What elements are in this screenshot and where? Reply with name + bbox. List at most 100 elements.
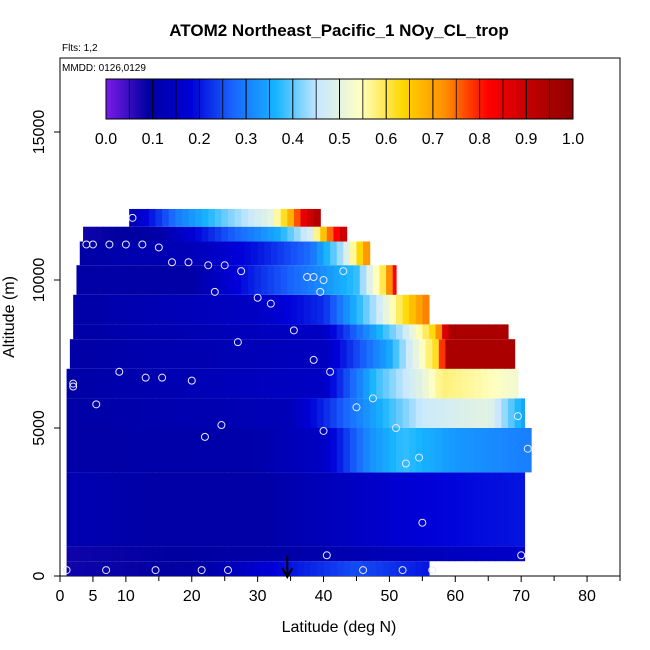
heatmap-cell xyxy=(501,398,509,428)
sample-point xyxy=(158,373,167,382)
x-tick-label: 30 xyxy=(249,588,267,605)
heatmap-cell xyxy=(218,324,226,340)
heatmap-cell xyxy=(224,368,232,399)
heatmap-cell xyxy=(231,472,239,547)
sample-point xyxy=(115,367,124,376)
heatmap-cell xyxy=(376,546,384,562)
heatmap-band xyxy=(66,546,526,562)
heatmap-cell xyxy=(326,265,335,295)
heatmap-cell xyxy=(458,339,466,369)
heatmap-cell xyxy=(106,294,114,325)
heatmap-cell xyxy=(320,339,328,369)
heatmap-cell xyxy=(330,294,338,325)
heatmap-cell xyxy=(119,368,127,399)
heatmap-cell xyxy=(396,398,404,428)
heatmap-cell xyxy=(340,265,348,295)
heatmap-cell xyxy=(402,294,410,325)
heatmap-cell xyxy=(363,398,371,428)
heatmap-band xyxy=(66,368,519,399)
heatmap-cell xyxy=(455,368,463,399)
heatmap-cell xyxy=(369,324,377,340)
heatmap-cell xyxy=(336,546,344,562)
heatmap-cell xyxy=(175,208,183,227)
heatmap-cell xyxy=(129,226,137,242)
heatmap-cell xyxy=(86,546,94,562)
heatmap-cell xyxy=(396,368,404,399)
heatmap-cell xyxy=(168,339,176,369)
heatmap-cell xyxy=(221,265,229,295)
heatmap-cell xyxy=(92,368,101,399)
heatmap-cell xyxy=(323,368,331,399)
heatmap-cell xyxy=(122,265,130,295)
sample-point xyxy=(151,566,160,575)
heatmap-cell xyxy=(112,561,120,576)
heatmap-cell xyxy=(96,265,104,295)
heatmap-cell xyxy=(106,472,114,547)
heatmap-cell xyxy=(99,546,107,562)
sample-point xyxy=(378,302,387,311)
heatmap-cell xyxy=(112,398,120,428)
heatmap-cell xyxy=(402,398,410,428)
sample-point xyxy=(322,551,331,560)
heatmap-cell xyxy=(455,398,463,428)
heatmap-cell xyxy=(415,561,423,576)
heatmap-cell xyxy=(293,226,302,242)
heatmap-cell xyxy=(465,339,473,369)
heatmap-cell xyxy=(208,339,216,369)
heatmap-cell xyxy=(508,368,516,399)
heatmap-band xyxy=(66,398,526,428)
heatmap-cell xyxy=(99,294,107,325)
heatmap-cell xyxy=(224,398,232,428)
heatmap-cell xyxy=(175,226,183,242)
heatmap-cell xyxy=(356,324,364,340)
heatmap-cell xyxy=(214,226,223,242)
heatmap-cell xyxy=(178,472,186,547)
heatmap-cell xyxy=(165,561,173,576)
heatmap-cell xyxy=(257,398,265,428)
heatmap-cell xyxy=(125,398,134,428)
heatmap-cell xyxy=(461,546,470,562)
heatmap-cell xyxy=(514,428,522,473)
heatmap-cell xyxy=(135,208,143,227)
heatmap-cell xyxy=(461,472,470,547)
heatmap-cell xyxy=(125,324,134,340)
heatmap-cell xyxy=(369,472,377,547)
heatmap-cell xyxy=(260,226,269,242)
heatmap-cell xyxy=(234,339,242,369)
heatmap-cell xyxy=(204,546,213,562)
heatmap-cell xyxy=(142,226,150,242)
colorbar-tick-label: 0.5 xyxy=(328,131,350,148)
heatmap-cell xyxy=(475,428,483,473)
heatmap-cell xyxy=(349,428,358,473)
heatmap-cell xyxy=(119,472,127,547)
heatmap-cell xyxy=(481,472,489,547)
heatmap-cell xyxy=(172,472,180,547)
heatmap-cell xyxy=(148,339,157,369)
heatmap-cell xyxy=(106,324,114,340)
heatmap-cell xyxy=(508,428,516,473)
heatmap-cell xyxy=(198,368,206,399)
heatmap-cell xyxy=(330,428,338,473)
heatmap-cell xyxy=(284,241,292,266)
heatmap-cell xyxy=(244,428,252,473)
sample-point xyxy=(105,240,114,249)
heatmap-cell xyxy=(224,546,232,562)
heatmap-cell xyxy=(109,226,117,242)
heatmap-cell xyxy=(488,546,496,562)
heatmap-cell xyxy=(468,428,476,473)
heatmap-cell xyxy=(405,339,414,369)
heatmap-cell xyxy=(521,398,526,428)
heatmap-cell xyxy=(158,472,167,547)
heatmap-cell xyxy=(125,428,134,473)
heatmap-cell xyxy=(92,472,101,547)
heatmap-cell xyxy=(204,398,213,428)
heatmap-cell xyxy=(511,339,516,369)
heatmap-cell xyxy=(376,561,384,576)
sample-point xyxy=(359,566,368,575)
heatmap-cell xyxy=(125,241,134,266)
heatmap-cell xyxy=(514,368,519,399)
sample-point xyxy=(392,424,400,432)
colorbar-tick-label: 0.4 xyxy=(282,131,304,148)
heatmap-cell xyxy=(349,398,358,428)
heatmap-cell xyxy=(102,339,111,369)
